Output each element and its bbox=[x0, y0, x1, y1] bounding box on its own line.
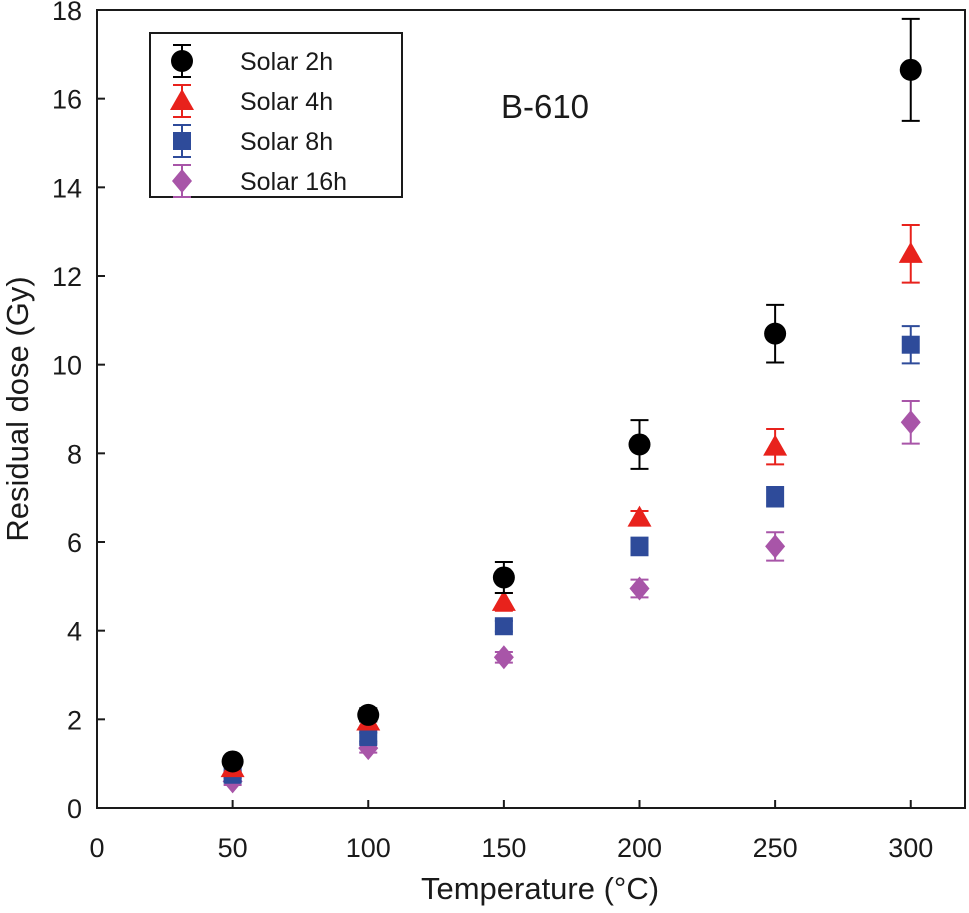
point-solar-16h-250 bbox=[765, 534, 786, 559]
legend-label-solar-16h: Solar 16h bbox=[240, 168, 347, 196]
series-solar-8h bbox=[223, 325, 920, 784]
point-solar-2h-150 bbox=[492, 566, 515, 589]
legend-marker-solar-8h bbox=[173, 132, 191, 150]
series-solar-16h bbox=[222, 400, 921, 794]
legend: Solar 2h Solar 4h Solar 8h Solar 16h bbox=[149, 32, 403, 198]
y-tick-label-18: 18 bbox=[52, 0, 82, 26]
point-solar-4h-250 bbox=[763, 434, 788, 456]
x-tick-label-0: 0 bbox=[89, 833, 104, 863]
point-solar-4h-300 bbox=[898, 241, 923, 263]
legend-item-solar-2h: Solar 2h bbox=[171, 44, 333, 78]
point-solar-8h-250 bbox=[766, 487, 785, 506]
legend-item-solar-4h: Solar 4h bbox=[170, 84, 333, 118]
legend-item-solar-16h: Solar 16h bbox=[172, 164, 347, 198]
point-solar-8h-100 bbox=[359, 728, 378, 747]
y-axis-title: Residual dose (Gy) bbox=[0, 276, 35, 541]
y-tick-label-0: 0 bbox=[67, 794, 82, 824]
point-solar-8h-300 bbox=[901, 335, 920, 354]
y-axis: 0 2 4 6 8 10 12 14 16 18 bbox=[52, 0, 105, 824]
legend-label-solar-2h: Solar 2h bbox=[240, 48, 333, 76]
legend-marker-solar-4h bbox=[170, 89, 194, 110]
point-solar-2h-100 bbox=[357, 703, 380, 726]
point-solar-4h-150 bbox=[491, 589, 516, 611]
x-tick-label-200: 200 bbox=[617, 833, 662, 863]
point-solar-4h-200 bbox=[627, 505, 652, 527]
y-tick-label-16: 16 bbox=[52, 85, 82, 115]
legend-marker-solar-2h bbox=[171, 50, 193, 72]
point-solar-2h-300 bbox=[899, 58, 922, 81]
y-tick-label-12: 12 bbox=[52, 262, 82, 292]
point-solar-2h-200 bbox=[628, 433, 651, 456]
point-solar-8h-200 bbox=[630, 537, 649, 556]
point-solar-16h-150 bbox=[493, 645, 514, 670]
legend-label-solar-4h: Solar 4h bbox=[240, 88, 333, 116]
point-solar-16h-300 bbox=[900, 410, 921, 435]
series-solar-2h bbox=[221, 17, 922, 773]
x-axis-title: Temperature (°C) bbox=[421, 871, 659, 906]
point-solar-8h-150 bbox=[494, 617, 513, 636]
point-solar-2h-50 bbox=[221, 750, 244, 773]
y-tick-label-14: 14 bbox=[52, 173, 82, 203]
plot-frame bbox=[96, 9, 966, 809]
legend-label-solar-8h: Solar 8h bbox=[240, 128, 333, 156]
y-tick-label-10: 10 bbox=[52, 351, 82, 381]
x-tick-label-50: 50 bbox=[218, 833, 248, 863]
x-tick-label-300: 300 bbox=[888, 833, 933, 863]
series-solar-4h bbox=[220, 224, 923, 778]
y-tick-label-2: 2 bbox=[67, 705, 82, 735]
y-tick-label-6: 6 bbox=[67, 528, 82, 558]
chart-annotation: B-610 bbox=[501, 88, 589, 125]
point-solar-16h-200 bbox=[629, 576, 650, 601]
legend-marker-solar-16h bbox=[172, 169, 192, 193]
x-tick-label-100: 100 bbox=[346, 833, 391, 863]
point-solar-2h-250 bbox=[764, 322, 787, 345]
y-tick-label-4: 4 bbox=[67, 617, 82, 647]
x-axis: 0 50 100 150 200 250 300 bbox=[89, 800, 933, 863]
legend-item-solar-8h: Solar 8h bbox=[173, 124, 333, 158]
y-tick-label-8: 8 bbox=[67, 439, 82, 469]
x-tick-label-250: 250 bbox=[753, 833, 798, 863]
data-series bbox=[220, 17, 923, 794]
x-tick-label-150: 150 bbox=[481, 833, 526, 863]
